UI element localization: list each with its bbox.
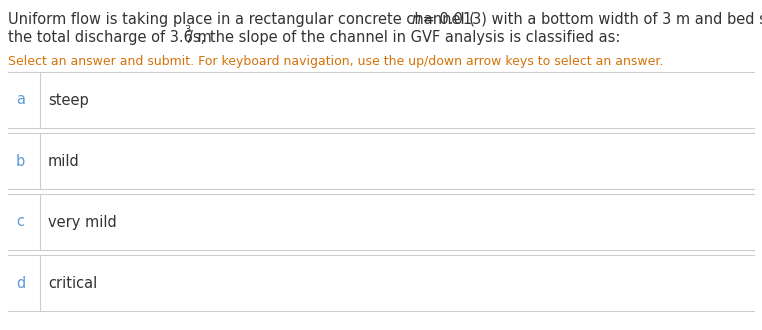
Text: c: c	[16, 214, 24, 229]
Text: Select an answer and submit. For keyboard navigation, use the up/down arrow keys: Select an answer and submit. For keyboar…	[8, 55, 664, 68]
Text: = 0.013) with a bottom width of 3 m and bed slope of 0.004. For: = 0.013) with a bottom width of 3 m and …	[418, 12, 762, 27]
Text: critical: critical	[48, 276, 98, 290]
Text: b: b	[16, 153, 25, 169]
Text: mild: mild	[48, 153, 80, 169]
Text: very mild: very mild	[48, 214, 117, 229]
Text: 3: 3	[184, 25, 190, 34]
Text: n: n	[411, 12, 421, 27]
Text: a: a	[16, 92, 25, 108]
Text: /s, the slope of the channel in GVF analysis is classified as:: /s, the slope of the channel in GVF anal…	[188, 30, 621, 45]
Text: the total discharge of 3.6 m: the total discharge of 3.6 m	[8, 30, 212, 45]
Text: d: d	[16, 276, 25, 290]
Text: Uniform flow is taking place in a rectangular concrete channel (: Uniform flow is taking place in a rectan…	[8, 12, 475, 27]
Text: steep: steep	[48, 92, 88, 108]
